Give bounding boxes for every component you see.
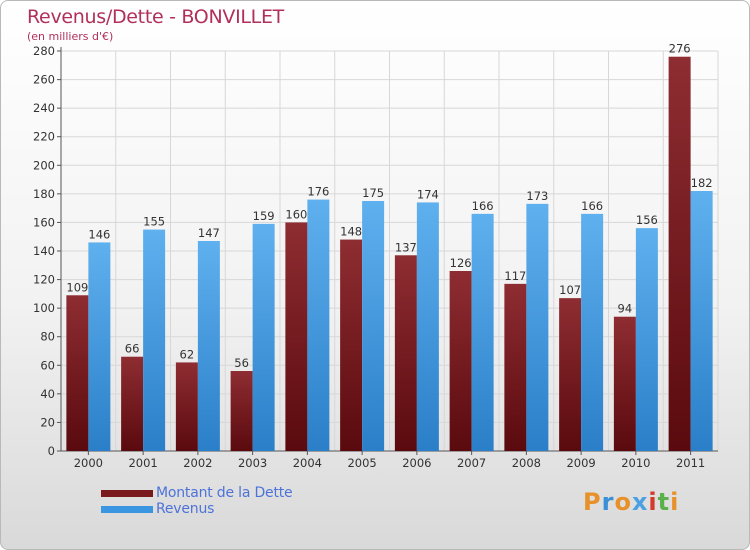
x-tick-label: 2002 xyxy=(183,456,212,470)
bar-dette xyxy=(340,239,363,451)
data-label-dette: 62 xyxy=(180,347,195,361)
data-label-dette: 148 xyxy=(340,225,362,239)
bar-dette xyxy=(66,295,89,451)
data-label-revenus: 146 xyxy=(88,227,110,241)
bar-revenus xyxy=(88,242,111,451)
data-label-revenus: 159 xyxy=(253,209,275,223)
bar-dette xyxy=(668,56,691,451)
y-tick-label: 60 xyxy=(40,358,55,372)
bar-dette xyxy=(175,362,198,451)
data-label-dette: 56 xyxy=(234,356,249,370)
data-label-dette: 126 xyxy=(450,256,472,270)
bar-revenus xyxy=(471,213,494,451)
bars xyxy=(66,56,713,451)
legend-swatch-dette xyxy=(101,490,153,497)
data-label-revenus: 174 xyxy=(417,187,439,201)
bar-dette xyxy=(449,271,472,451)
y-tick-label: 80 xyxy=(40,330,55,344)
legend-swatch-revenus xyxy=(101,506,153,513)
legend-label-revenus: Revenus xyxy=(156,501,215,517)
y-tick-label: 120 xyxy=(33,273,55,287)
bar-revenus xyxy=(307,199,330,451)
data-label-dette: 160 xyxy=(285,207,307,221)
data-label-revenus: 166 xyxy=(472,199,494,213)
x-tick-label: 2000 xyxy=(74,456,103,470)
bar-revenus xyxy=(690,191,713,451)
data-label-dette: 94 xyxy=(618,302,633,316)
x-tick-label: 2010 xyxy=(621,456,650,470)
data-label-revenus: 166 xyxy=(581,199,603,213)
bar-revenus xyxy=(635,228,658,451)
data-label-revenus: 173 xyxy=(526,189,548,203)
data-label-revenus: 182 xyxy=(691,176,713,190)
logo-letter: r xyxy=(601,488,615,516)
bar-dette xyxy=(230,371,253,451)
logo-letter: x xyxy=(631,488,649,516)
data-label-dette: 109 xyxy=(66,280,88,294)
bar-revenus xyxy=(362,201,385,451)
x-tick-label: 2004 xyxy=(293,456,322,470)
data-label-dette: 276 xyxy=(669,42,691,56)
data-label-dette: 137 xyxy=(395,240,417,254)
data-label-dette: 107 xyxy=(559,283,581,297)
logo-letter: P xyxy=(583,488,602,516)
bar-dette xyxy=(504,283,527,451)
y-tick-label: 240 xyxy=(33,101,55,115)
logo-letter: o xyxy=(614,488,632,516)
x-tick-label: 2009 xyxy=(566,456,595,470)
y-tick-label: 200 xyxy=(33,158,55,172)
y-tick-label: 180 xyxy=(33,187,55,201)
bar-revenus xyxy=(581,213,604,451)
x-tick-label: 2003 xyxy=(238,456,267,470)
data-label-revenus: 147 xyxy=(198,226,220,240)
y-tick-label: 100 xyxy=(33,301,55,315)
logo-letter: t xyxy=(657,488,671,516)
x-tick-label: 2011 xyxy=(676,456,705,470)
data-label-revenus: 155 xyxy=(143,215,165,229)
data-label-revenus: 156 xyxy=(636,213,658,227)
chart-title: Revenus/Dette - BONVILLET xyxy=(27,6,284,28)
x-tick-label: 2001 xyxy=(128,456,157,470)
y-tick-label: 0 xyxy=(48,444,55,458)
data-label-revenus: 175 xyxy=(362,186,384,200)
bar-dette xyxy=(394,255,417,451)
y-tick-label: 220 xyxy=(33,130,55,144)
legend-label-dette: Montant de la Dette xyxy=(156,485,293,501)
bar-dette xyxy=(613,316,636,451)
data-label-dette: 66 xyxy=(125,342,140,356)
y-tick-label: 280 xyxy=(33,44,55,58)
chart-subtitle: (en milliers d'€) xyxy=(27,30,114,43)
bar-dette xyxy=(121,356,144,451)
bar-dette xyxy=(559,298,582,451)
bar-revenus xyxy=(197,241,220,451)
grid-lines xyxy=(60,50,719,452)
axes: 0 20 40 60 80 100 120 140 160 180 200 220 240 260 280 2… xyxy=(33,44,718,470)
y-tick-label: 160 xyxy=(33,215,55,229)
proxiti-logo: Proxiti xyxy=(583,488,679,516)
data-label-revenus: 176 xyxy=(307,185,329,199)
bar-revenus xyxy=(143,229,166,451)
data-label-dette: 117 xyxy=(504,269,526,283)
logo-letter: i xyxy=(670,488,680,516)
bar-revenus xyxy=(526,203,549,451)
x-tick-label: 2006 xyxy=(402,456,431,470)
y-tick-label: 260 xyxy=(33,73,55,87)
logo-letter: i xyxy=(648,488,658,516)
bar-revenus xyxy=(252,223,275,451)
x-tick-label: 2005 xyxy=(347,456,376,470)
y-tick-label: 20 xyxy=(40,415,55,429)
y-tick-label: 140 xyxy=(33,244,55,258)
bar-dette xyxy=(285,222,308,451)
x-tick-label: 2008 xyxy=(512,456,541,470)
x-tick-label: 2007 xyxy=(457,456,486,470)
y-tick-label: 40 xyxy=(40,387,55,401)
bar-revenus xyxy=(416,202,439,451)
